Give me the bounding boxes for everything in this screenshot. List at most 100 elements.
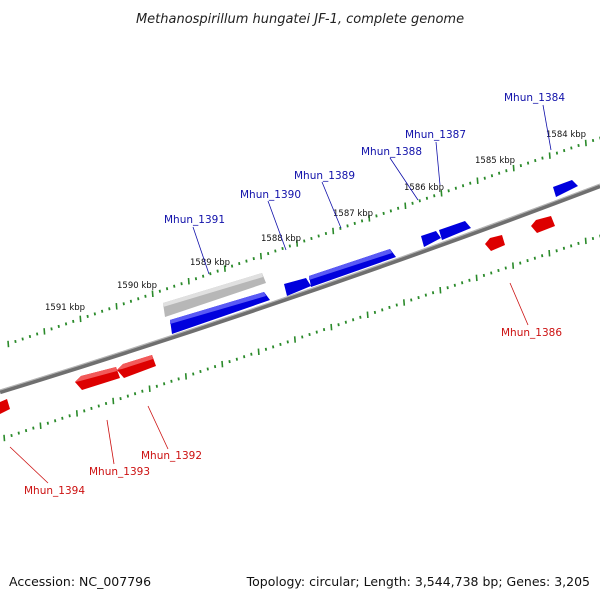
inner-tick [322, 328, 326, 332]
outer-tick [252, 257, 255, 261]
inner-tick [126, 394, 129, 398]
inner-tick [548, 249, 551, 257]
outer-tick [194, 277, 198, 281]
outer-tick [129, 299, 133, 303]
outer-tick [310, 236, 313, 241]
inner-tick [75, 410, 78, 417]
inner-tick [213, 365, 217, 369]
outer-tick [36, 332, 39, 336]
kbp-label-1587: 1587 kbp [333, 209, 373, 219]
inner-tick [112, 397, 115, 405]
inner-tick [439, 286, 442, 294]
outer-tick [108, 307, 111, 311]
outer-tick [93, 312, 96, 316]
outer-tick [173, 284, 176, 288]
outer-tick [21, 337, 24, 341]
outer-tick [584, 139, 587, 147]
outer-tick [288, 244, 291, 248]
outer-tick [267, 252, 270, 256]
inner-tick [431, 291, 435, 295]
outer-tick [591, 138, 595, 143]
accession-text: Accession: NC_007796 [9, 574, 151, 589]
outer-tick [425, 196, 429, 200]
inner-tick [337, 323, 340, 327]
inner-tick [301, 335, 304, 339]
genome-summary-text: Topology: circular; Length: 3,544,738 bp… [246, 574, 590, 589]
inner-tick [163, 382, 166, 386]
outer-tick-row [7, 136, 600, 348]
outer-tick [534, 159, 537, 163]
inner-tick [504, 266, 507, 270]
outer-tick [382, 211, 385, 215]
outer-tick [555, 151, 559, 155]
outer-tick [72, 319, 75, 323]
outer-tick [375, 214, 378, 218]
outer-tick [151, 290, 154, 298]
gene-arrow-reverse-right [531, 216, 555, 233]
inner-tick [373, 310, 377, 314]
outer-tick [223, 265, 226, 272]
outer-tick [490, 174, 494, 178]
inner-tick [17, 431, 20, 435]
inner-tick [541, 254, 544, 258]
gene-arrow-mhun-1384 [553, 180, 578, 197]
inner-tick [133, 392, 137, 396]
reverse-genes [0, 216, 555, 414]
inner-tick [395, 303, 398, 307]
inner-tick [577, 241, 580, 245]
kbp-label-1589: 1589 kbp [190, 258, 230, 268]
inner-tick [250, 352, 253, 356]
gene-label-mhun-1390: Mhun_1390 [240, 189, 301, 201]
inner-tick [403, 299, 406, 306]
outer-tick [158, 289, 161, 293]
forward-genes [163, 180, 578, 334]
reverse-leader-lines [9, 282, 529, 484]
outer-tick [368, 215, 371, 222]
inner-tick [264, 347, 268, 351]
gene-label-mhun-1386: Mhun_1386 [501, 327, 562, 339]
inner-tick [221, 360, 224, 368]
inner-tick [446, 286, 449, 290]
outer-tick [180, 282, 183, 286]
outer-tick [281, 246, 284, 251]
inner-tick [184, 373, 187, 380]
outer-tick [577, 143, 580, 148]
gene-label-mhun-1394: Mhun_1394 [24, 485, 85, 497]
outer-tick [505, 169, 508, 173]
outer-tick [498, 171, 501, 175]
inner-tick [468, 278, 471, 282]
inner-tick [10, 433, 13, 438]
gene-arrow-mhun-1388 [421, 231, 441, 247]
kbp-labels: 1584 kbp 1585 kbp 1586 kbp 1587 kbp 1588… [45, 130, 586, 313]
inner-tick [359, 315, 362, 319]
gene-label-mhun-1391: Mhun_1391 [164, 214, 225, 226]
outer-tick [512, 164, 515, 172]
reverse-gene-labels: Mhun_1386 Mhun_1392 Mhun_1393 Mhun_1394 [24, 327, 562, 497]
outer-tick [346, 224, 349, 228]
gene-label-mhun-1384: Mhun_1384 [504, 92, 565, 104]
gene-label-mhun-1388: Mhun_1388 [361, 146, 422, 158]
inner-tick [424, 293, 427, 297]
inner-tick [68, 414, 71, 418]
gene-label-mhun-1387: Mhun_1387 [405, 129, 466, 141]
outer-tick [230, 264, 234, 268]
inner-tick [388, 305, 391, 309]
outer-tick [216, 269, 219, 273]
outer-tick [101, 309, 104, 313]
inner-tick [206, 367, 209, 371]
genome-backbone [0, 183, 600, 395]
inner-tick [330, 323, 333, 331]
outer-tick [79, 315, 82, 323]
inner-tick [90, 406, 93, 410]
inner-tick [562, 246, 566, 250]
kbp-label-1588: 1588 kbp [261, 234, 301, 244]
gene-arrow-mhun-1386 [485, 235, 505, 251]
outer-tick [339, 226, 342, 230]
kbp-label-1585: 1585 kbp [475, 156, 515, 166]
outer-tick [469, 181, 472, 185]
outer-tick [50, 327, 53, 331]
inner-tick [32, 426, 35, 430]
inner-tick [286, 340, 289, 344]
gene-label-mhun-1393: Mhun_1393 [89, 466, 150, 478]
